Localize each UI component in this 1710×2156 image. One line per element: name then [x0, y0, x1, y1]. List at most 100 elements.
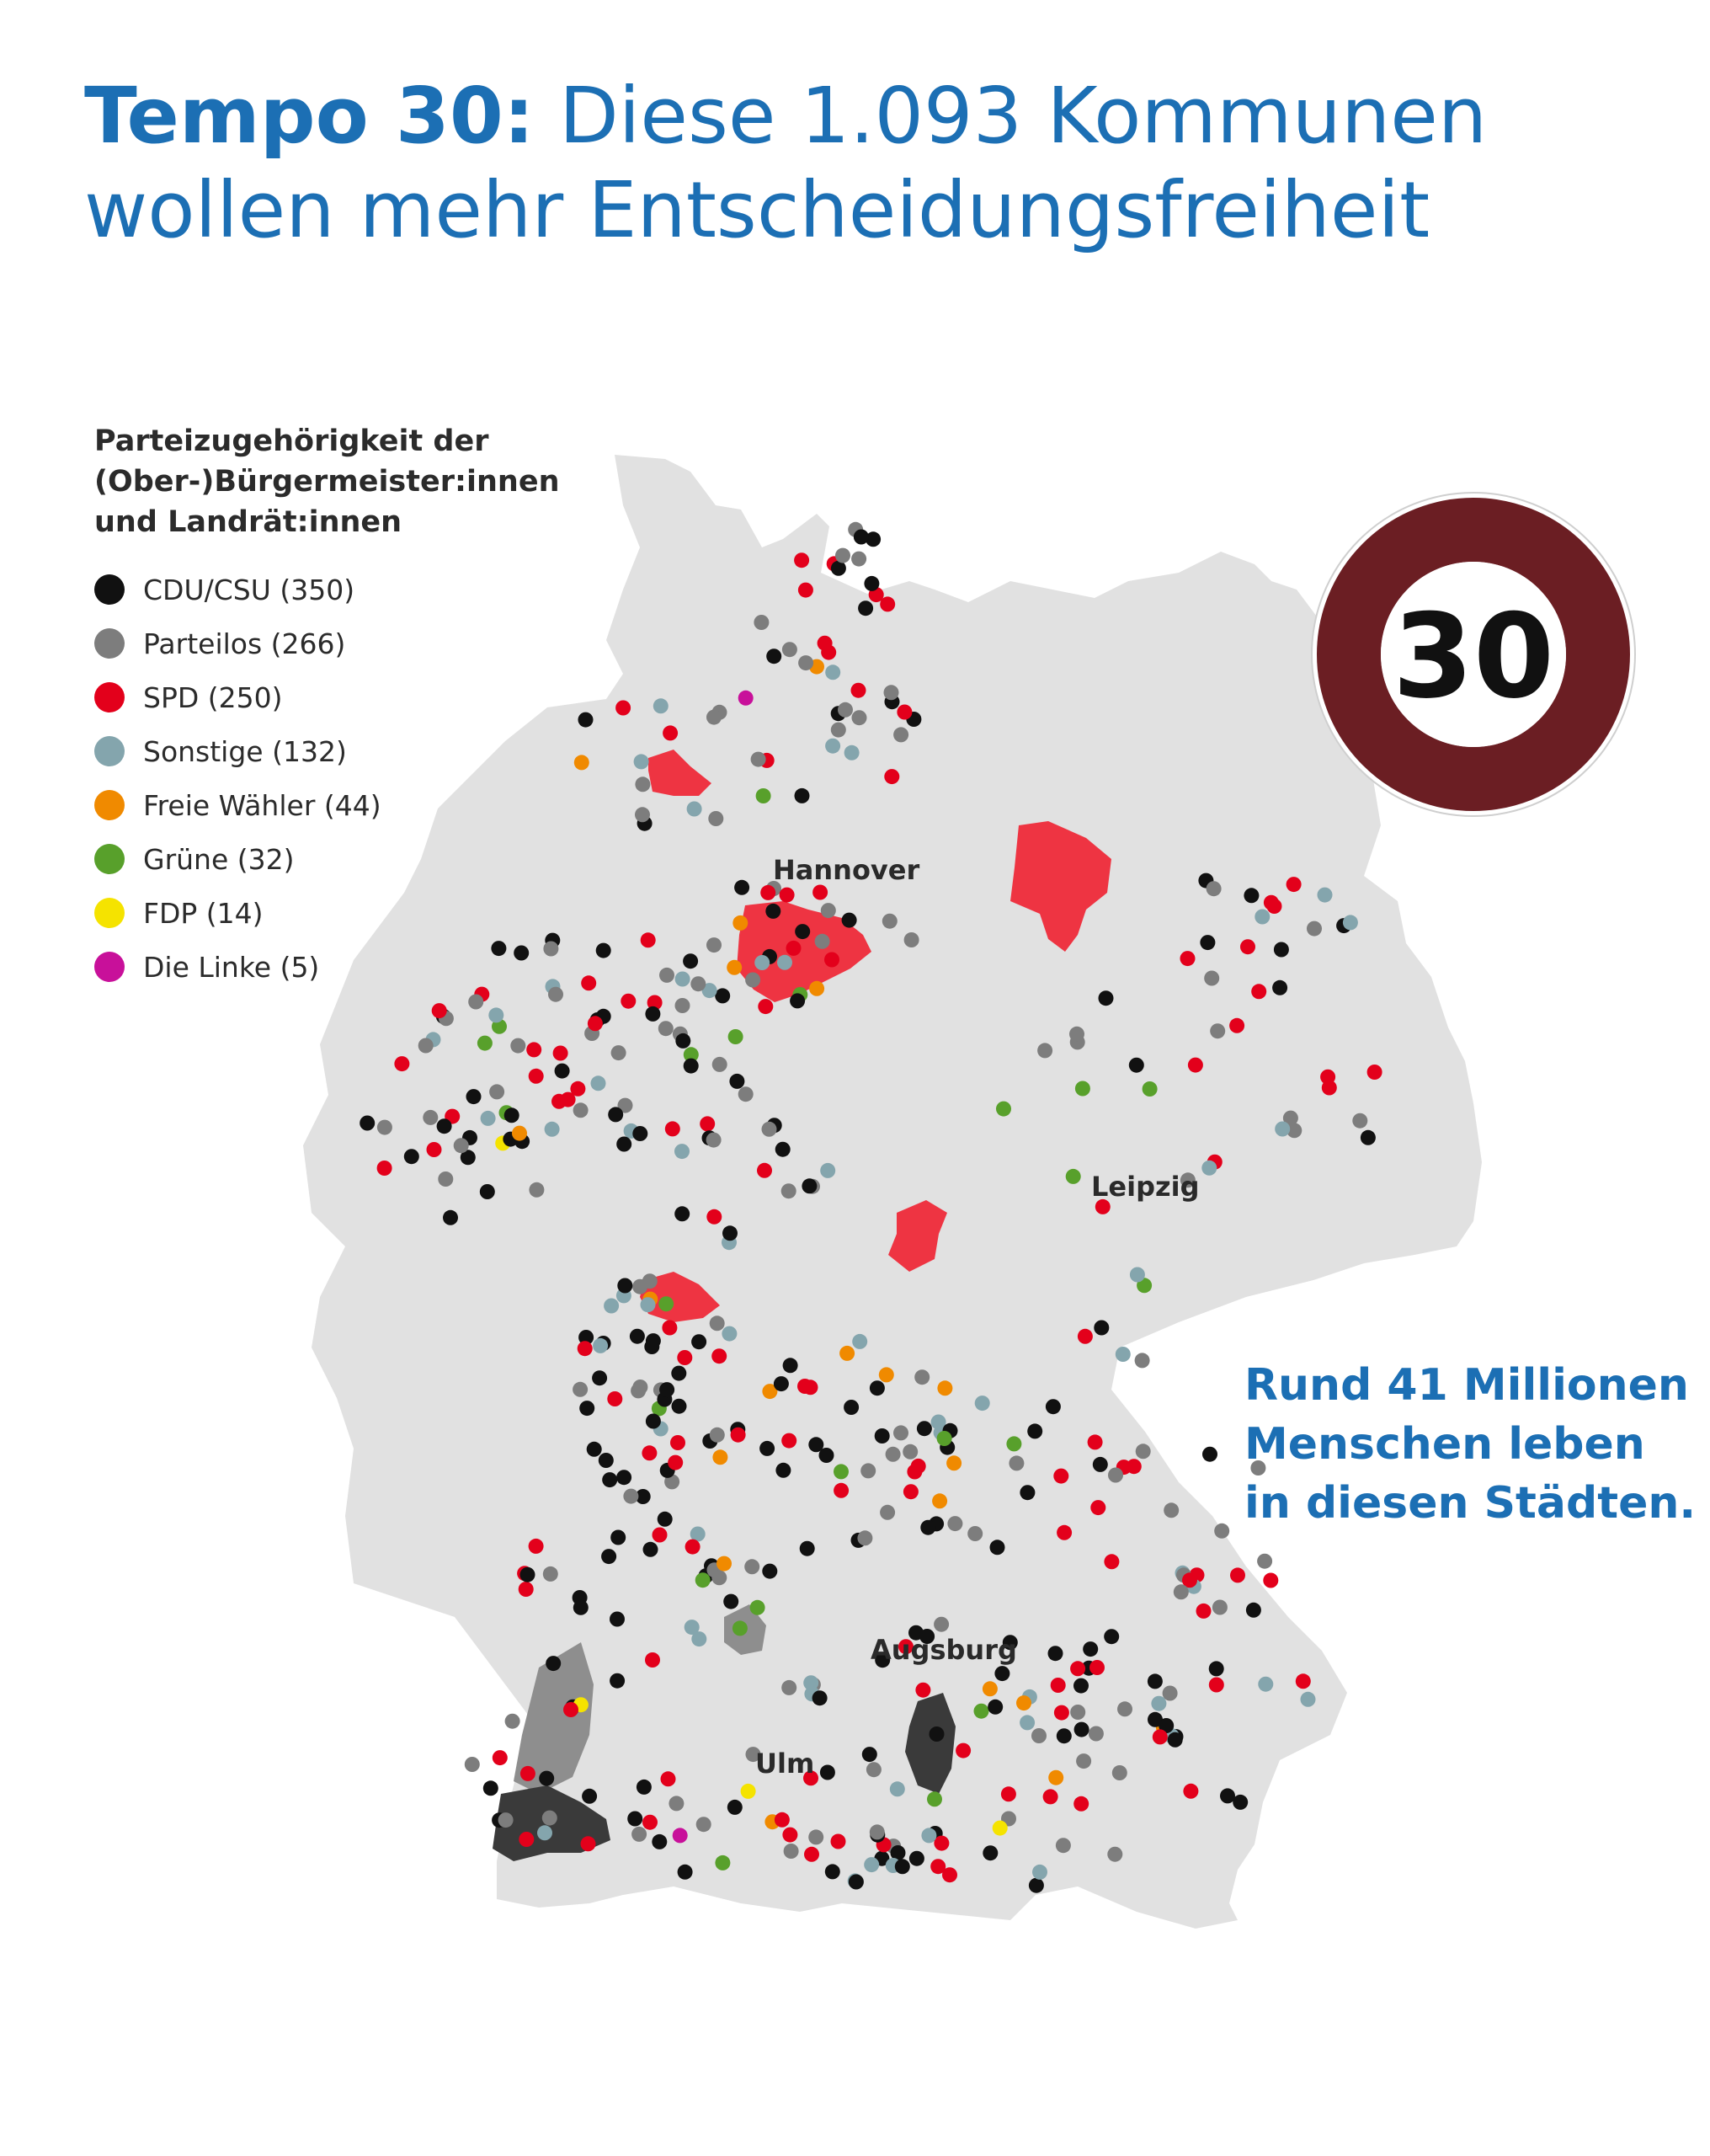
municipality-dot-spd — [898, 1639, 914, 1655]
municipality-dot-cdu — [491, 941, 507, 957]
municipality-dot-cdu — [554, 1063, 570, 1079]
municipality-dot-spd — [621, 993, 637, 1009]
municipality-dot-cdu — [1233, 1794, 1249, 1810]
municipality-dot-fw — [716, 1556, 732, 1572]
legend-item-pl: Parteilos (266) — [94, 616, 566, 670]
municipality-dot-cdu — [794, 787, 810, 803]
municipality-dot-pl — [835, 547, 850, 563]
municipality-dot-cdu — [988, 1699, 1004, 1715]
municipality-dot-cdu — [592, 1370, 608, 1386]
municipality-dot-cdu — [503, 1107, 519, 1123]
municipality-dot-spd — [934, 1835, 950, 1851]
municipality-dot-linke — [672, 1828, 688, 1844]
municipality-dot-pl — [690, 976, 706, 992]
municipality-dot-spd — [607, 1391, 623, 1406]
municipality-dot-pl — [1210, 1023, 1226, 1039]
municipality-dot-pl — [1164, 1502, 1180, 1518]
municipality-dot-cdu — [1098, 990, 1114, 1006]
municipality-dot-so — [852, 1333, 868, 1349]
municipality-dot-fw — [946, 1455, 962, 1471]
municipality-dot-gr — [936, 1431, 952, 1446]
municipality-dot-spd — [519, 1765, 535, 1781]
municipality-dot-pl — [695, 1817, 711, 1833]
municipality-dot-cdu — [908, 1850, 924, 1866]
municipality-dot-gr — [658, 1296, 674, 1312]
municipality-dot-pl — [1070, 1705, 1086, 1720]
municipality-dot-cdu — [616, 1470, 632, 1486]
municipality-dot-pl — [745, 1747, 761, 1763]
municipality-dot-spd — [492, 1750, 508, 1766]
municipality-dot-so — [1115, 1347, 1131, 1362]
municipality-dot-so — [803, 1675, 819, 1691]
municipality-dot-pl — [438, 1171, 454, 1187]
municipality-dot-spd — [1000, 1786, 1016, 1802]
municipality-dot-so — [674, 1144, 690, 1160]
municipality-dot-pl — [1352, 1113, 1368, 1129]
municipality-dot-spd — [786, 940, 802, 956]
legend-title: Parteizugehörigkeit der (Ober-)Bürgermei… — [94, 424, 560, 539]
region-bremen — [648, 750, 711, 796]
municipality-dot-gr — [1006, 1436, 1022, 1452]
municipality-dot-so — [844, 744, 860, 760]
municipality-dot-so — [1151, 1695, 1167, 1711]
municipality-dot-pl — [1286, 1123, 1302, 1139]
municipality-dot-cdu — [616, 1136, 632, 1152]
municipality-dot-spd — [804, 1846, 819, 1862]
legend-item-gr: Grüne (32) — [94, 832, 566, 886]
municipality-dot-so — [686, 801, 702, 817]
municipality-dot-pl — [814, 933, 830, 949]
municipality-dot-pl — [635, 807, 650, 823]
municipality-dot-cdu — [916, 1421, 932, 1437]
municipality-dot-cdu — [1148, 1711, 1163, 1727]
municipality-dot-spd — [615, 700, 631, 716]
municipality-dot-cdu — [578, 1330, 594, 1345]
municipality-dot-pl — [1212, 1599, 1228, 1615]
municipality-dot-fw — [932, 1493, 948, 1509]
legend-item-cdu: CDU/CSU (350) — [94, 563, 566, 616]
municipality-dot-cdu — [514, 945, 530, 961]
municipality-dot-spd — [528, 1068, 544, 1084]
municipality-dot-cdu — [929, 1726, 945, 1742]
municipality-dot-spd — [903, 1484, 919, 1500]
municipality-dot-cdu — [890, 1845, 906, 1860]
municipality-dot-pl — [1204, 970, 1220, 986]
municipality-dot-spd — [663, 725, 679, 741]
municipality-dot-cdu — [894, 1859, 910, 1875]
municipality-dot-spd — [426, 1142, 442, 1157]
municipality-dot-so — [604, 1298, 620, 1314]
municipality-dot-spd — [1182, 1572, 1197, 1588]
legend-label-pl: Parteilos (266) — [143, 627, 346, 660]
municipality-dot-cdu — [674, 1206, 690, 1222]
municipality-dot-so — [1317, 887, 1333, 903]
municipality-dot-spd — [774, 1812, 790, 1828]
municipality-dot-cdu — [610, 1673, 626, 1689]
municipality-dot-cdu — [869, 1380, 885, 1396]
municipality-dot-spd — [824, 952, 839, 968]
municipality-dot-pl — [1206, 881, 1222, 897]
legend-item-so: Sonstige (132) — [94, 724, 566, 778]
municipality-dot-so — [1300, 1691, 1316, 1707]
municipality-dot-cdu — [586, 1441, 602, 1457]
municipality-dot-pl — [893, 1425, 908, 1441]
municipality-dot-fw — [512, 1125, 527, 1141]
municipality-dot-cdu — [723, 1593, 739, 1609]
municipality-dot-so — [684, 1620, 700, 1636]
municipality-dot-pl — [504, 1713, 520, 1729]
municipality-dot-cdu — [853, 529, 869, 545]
municipality-dot-cdu — [830, 560, 846, 576]
municipality-dot-spd — [915, 1682, 931, 1698]
municipality-dot-pl — [541, 1810, 557, 1826]
municipality-dot-cdu — [762, 1563, 778, 1579]
municipality-dot-cdu — [1202, 1446, 1217, 1462]
municipality-dot-pl — [674, 998, 690, 1013]
municipality-dot-pl — [635, 776, 651, 792]
municipality-dot-cdu — [671, 1398, 687, 1414]
municipality-dot-cdu — [844, 1400, 860, 1415]
municipality-dot-pl — [1257, 1553, 1273, 1569]
legend-dot-gr — [94, 844, 125, 874]
municipality-dot-gr — [996, 1101, 1011, 1117]
municipality-dot-cdu — [989, 1540, 1005, 1556]
municipality-dot-pl — [1173, 1584, 1189, 1600]
municipality-dot-fw — [727, 959, 743, 975]
municipality-dot-pl — [423, 1109, 439, 1125]
